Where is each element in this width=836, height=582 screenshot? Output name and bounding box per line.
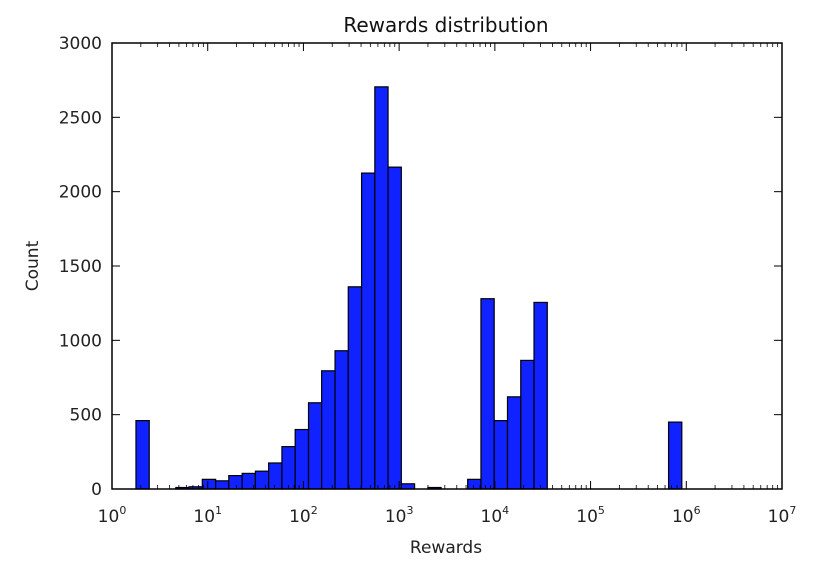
x-tick-label: 107 <box>768 504 797 527</box>
histogram-bar <box>467 478 482 490</box>
y-tick-label: 1500 <box>59 257 102 277</box>
histogram-bar <box>294 428 310 490</box>
histogram-bar <box>506 396 522 490</box>
y-tick-label: 1000 <box>59 331 102 351</box>
histogram-bar <box>321 370 336 490</box>
x-tick-label: 101 <box>193 504 222 527</box>
histogram-bar <box>387 166 402 490</box>
x-tick-label: 102 <box>289 504 318 527</box>
y-tick-labels: 0 500 1000 1500 2000 2500 3000 <box>59 34 102 500</box>
histogram-bar <box>307 402 323 490</box>
y-tick-label: 0 <box>91 480 102 500</box>
y-tick-label: 2000 <box>59 183 102 203</box>
histogram-bar <box>667 421 683 490</box>
x-axis-label: Rewards <box>410 538 482 558</box>
histogram-bar <box>480 298 495 490</box>
y-tick-label: 3000 <box>59 34 102 54</box>
histogram-bar <box>533 301 548 490</box>
x-tick-label: 100 <box>98 504 127 527</box>
x-tick-label: 105 <box>576 504 605 527</box>
x-tick-label: 104 <box>481 504 510 527</box>
histogram-bar <box>374 86 389 490</box>
histogram-bar <box>334 350 349 490</box>
histogram-bar <box>135 420 150 490</box>
histogram-bar <box>268 462 283 490</box>
chart-title: Rewards distribution <box>343 13 548 37</box>
histogram-bar <box>400 483 416 490</box>
plot-frame <box>111 42 783 490</box>
histogram-bar <box>254 470 270 490</box>
y-axis-label: Count <box>23 240 43 291</box>
y-tick-label: 2500 <box>59 108 102 128</box>
histogram-bar <box>347 286 363 490</box>
histogram-bar <box>201 478 217 490</box>
histogram-bar <box>215 480 230 490</box>
bars-group <box>135 86 683 490</box>
histogram-bar <box>493 420 509 490</box>
x-tick-labels: 100 101 102 103 104 105 106 107 <box>98 504 797 527</box>
histogram-bar <box>360 172 376 490</box>
histogram-bar <box>228 475 243 490</box>
x-tick-label: 103 <box>385 504 414 527</box>
histogram-bar <box>281 446 296 490</box>
x-tick-label: 106 <box>672 504 701 527</box>
histogram-bar <box>520 359 535 490</box>
y-tick-label: 500 <box>70 406 102 426</box>
